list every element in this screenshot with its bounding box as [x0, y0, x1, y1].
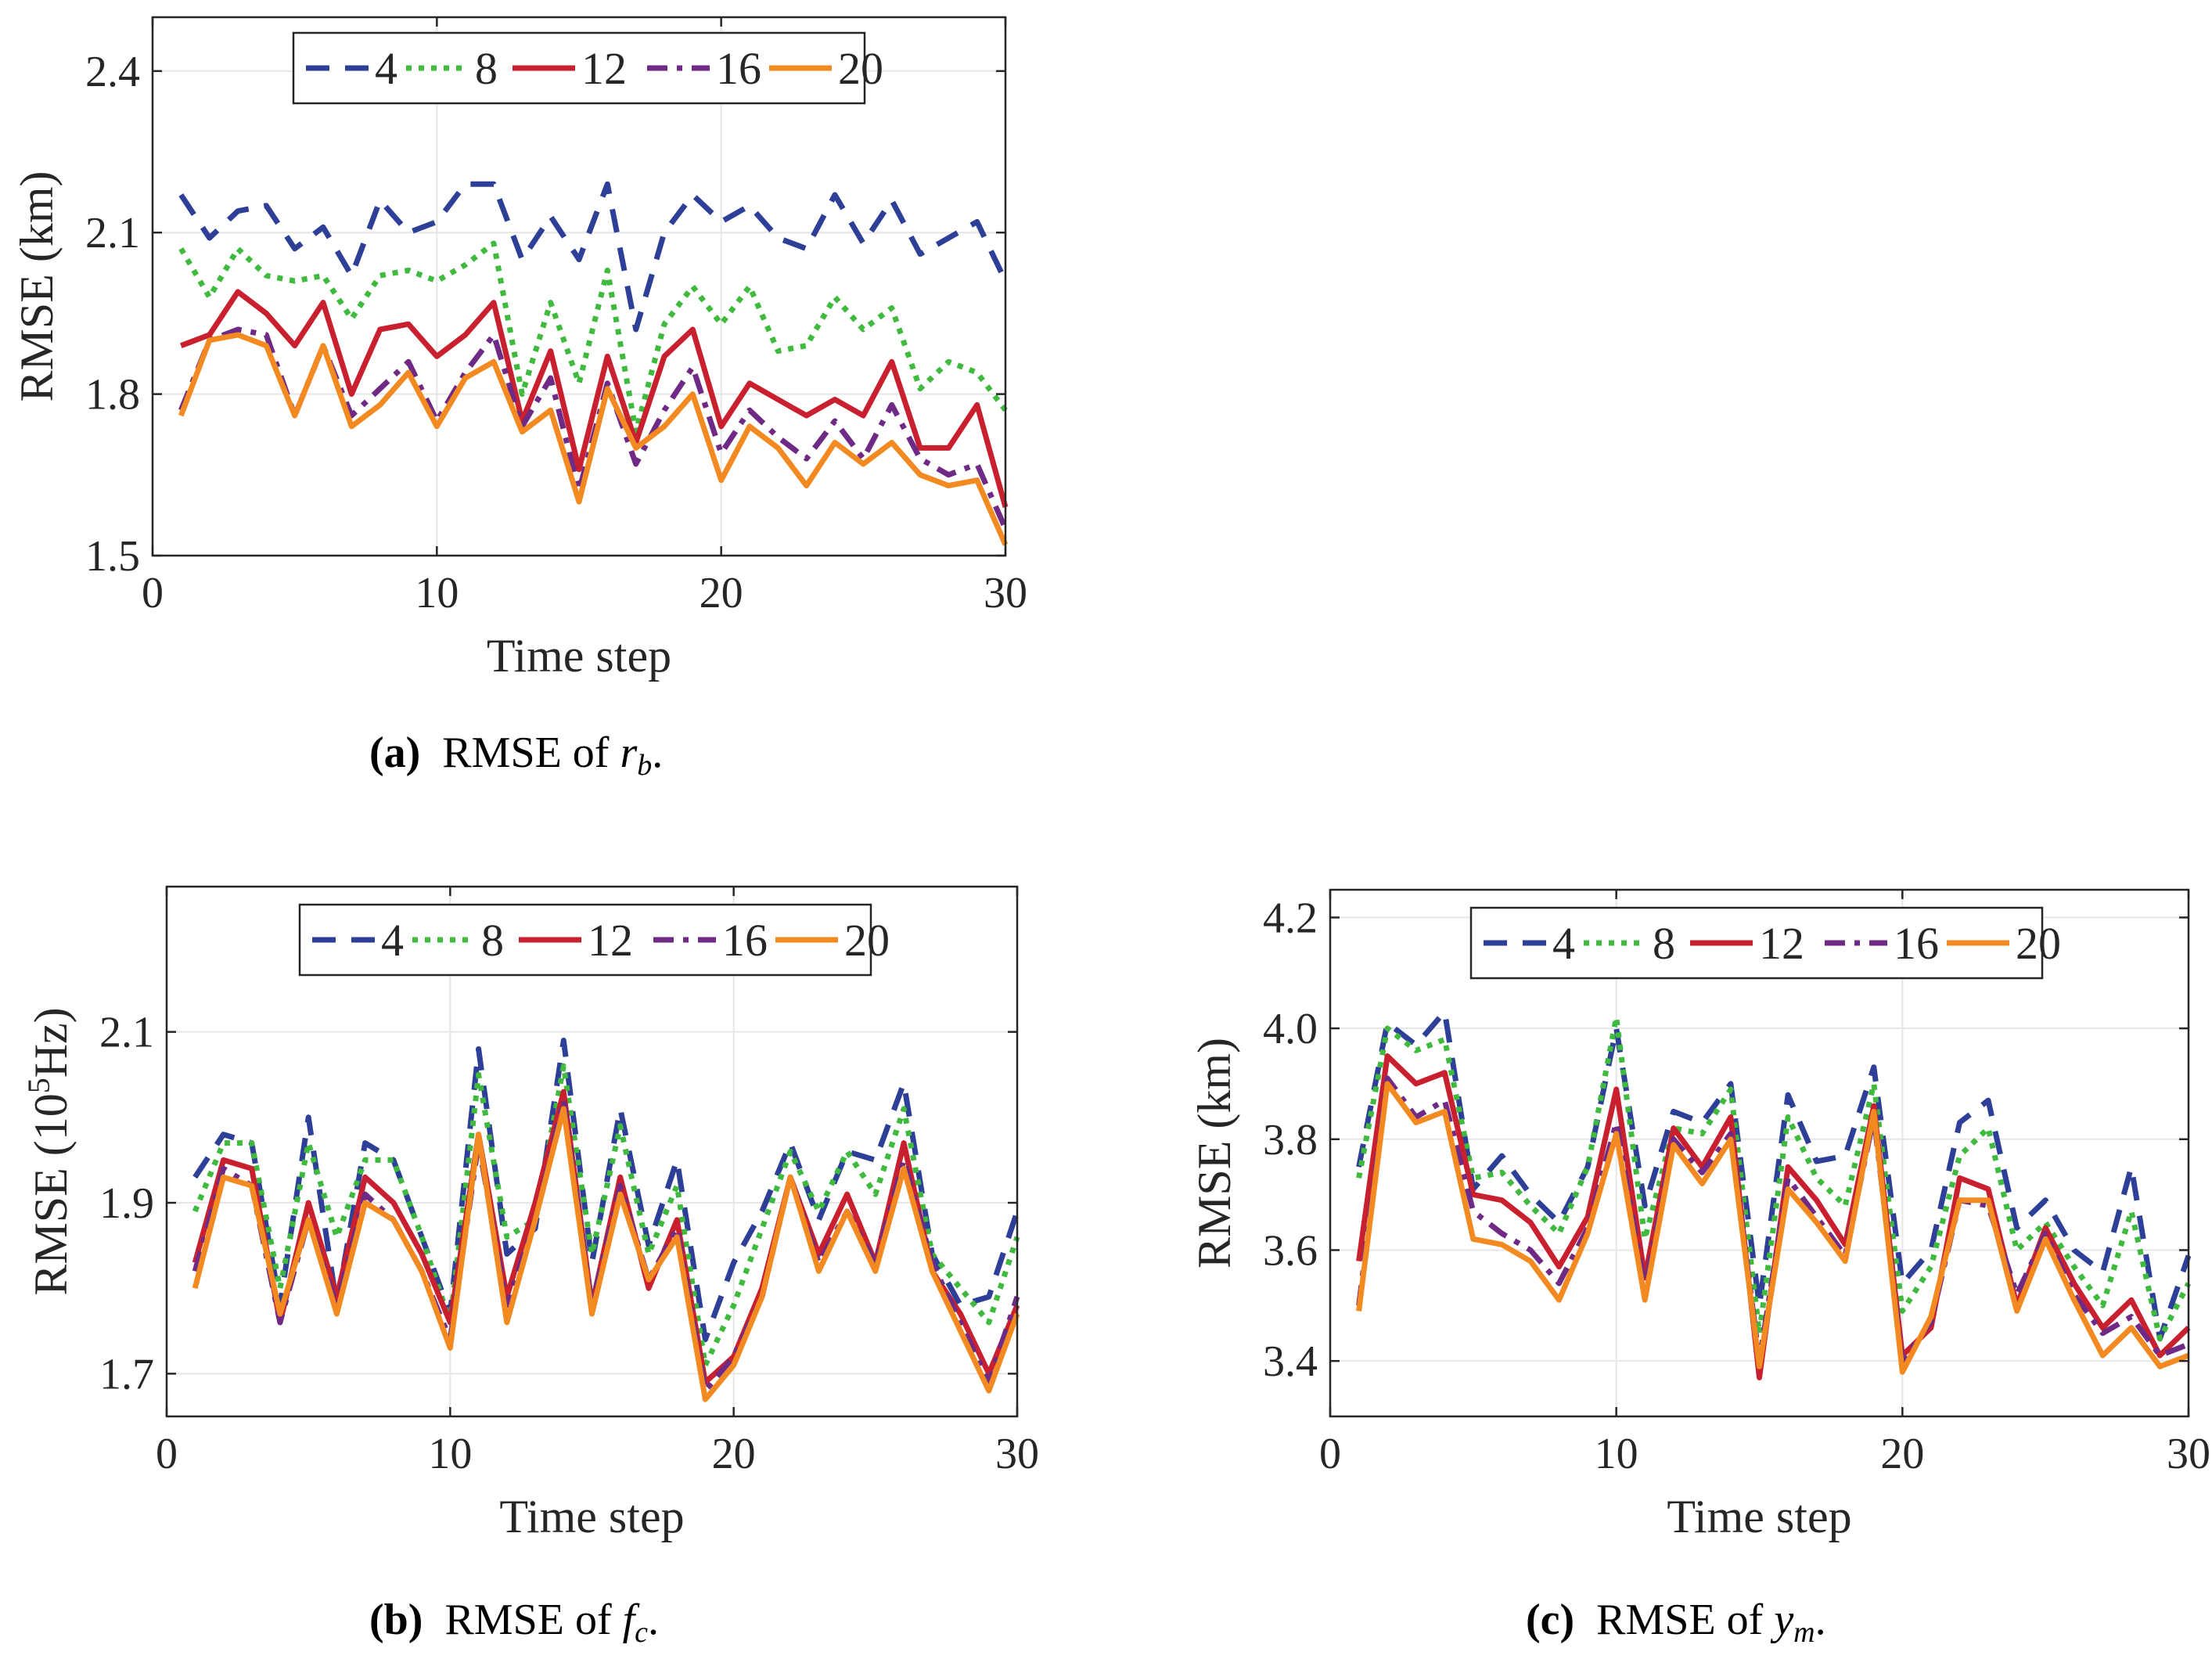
chart-c: 0 10 20 30 3.4 3.6 3.8 4.0 4.2 Time step RMSE (km)… — [1189, 888, 2210, 1542]
caption-b-sub: c — [635, 1616, 649, 1649]
caption-c-label: (c) — [1526, 1596, 1575, 1644]
y-axis-label: RMSE (105Hz) — [21, 1007, 77, 1295]
y-tick-label: 3.4 — [1263, 1337, 1318, 1386]
x-tick-label: 0 — [156, 1430, 178, 1478]
caption-c-var: y — [1774, 1596, 1794, 1644]
x-tick-label: 10 — [428, 1430, 472, 1478]
x-tick-label: 20 — [1880, 1430, 1924, 1478]
caption-b-text: RMSE of — [444, 1596, 623, 1644]
legend-label-20: 20 — [838, 43, 883, 94]
axes-frame — [165, 885, 1019, 1418]
y-tick-label: 4.2 — [1263, 894, 1318, 942]
series-line-12 — [180, 289, 1009, 509]
y-tick-label: 3.8 — [1263, 1116, 1318, 1164]
x-axis-label: Time step — [1667, 1491, 1851, 1542]
x-tick-label: 0 — [1319, 1430, 1341, 1478]
axes-frame — [151, 16, 1007, 557]
legend-label-4: 4 — [375, 43, 397, 94]
caption-c-end: . — [1815, 1596, 1826, 1644]
legend-label-4: 4 — [1552, 918, 1575, 969]
legend-label-8: 8 — [1653, 918, 1675, 969]
caption-b-end: . — [648, 1596, 660, 1644]
series-line-8 — [192, 1063, 1020, 1368]
series-line-4 — [178, 181, 1009, 333]
legend: 4 8 12 16 20 — [298, 903, 890, 977]
caption-a: (a) RMSE of rb. — [369, 728, 663, 783]
caption-a-text: RMSE of — [442, 729, 620, 777]
y-tick-label: 2.1 — [99, 1009, 154, 1057]
legend-label-12: 12 — [1759, 918, 1804, 969]
caption-a-sub: b — [637, 749, 653, 782]
legend: 4 8 12 16 20 — [1469, 906, 2061, 980]
caption-b-label: (b) — [369, 1596, 423, 1644]
y-tick-label: 4.0 — [1263, 1005, 1318, 1053]
x-tick-label: 10 — [1595, 1430, 1638, 1478]
legend-label-16: 16 — [722, 915, 768, 966]
axes-frame — [1329, 888, 2190, 1418]
x-tick-label: 30 — [984, 569, 1027, 617]
y-tick-label: 1.5 — [85, 532, 140, 581]
legend-label-12: 12 — [581, 43, 627, 94]
series-line-20 — [1356, 1081, 2190, 1375]
y-axis-label: RMSE (km) — [11, 171, 63, 401]
caption-c-sub: m — [1793, 1616, 1815, 1649]
x-tick-label: 20 — [700, 569, 743, 617]
x-tick-label: 0 — [142, 569, 164, 617]
legend-label-20: 20 — [844, 915, 890, 966]
x-tick-label: 30 — [2167, 1430, 2210, 1478]
legend-label-20: 20 — [2016, 918, 2061, 969]
legend-label-16: 16 — [1894, 918, 1939, 969]
series-line-4 — [1356, 1009, 2192, 1342]
caption-a-end: . — [652, 729, 664, 777]
legend: 4 8 12 16 20 — [292, 31, 883, 105]
y-tick-label: 2.4 — [85, 48, 140, 96]
y-tick-label: 1.7 — [99, 1350, 154, 1398]
x-tick-label: 10 — [415, 569, 459, 617]
x-axis-label: Time step — [487, 630, 671, 682]
legend-label-8: 8 — [481, 915, 504, 966]
y-axis-label: RMSE (km) — [1189, 1038, 1240, 1269]
y-tick-label: 1.9 — [99, 1179, 154, 1228]
caption-b-var: f — [622, 1596, 635, 1644]
legend-label-8: 8 — [475, 43, 498, 94]
y-tick-label: 1.8 — [85, 371, 140, 419]
legend-label-16: 16 — [716, 43, 761, 94]
caption-c-text: RMSE of — [1596, 1596, 1775, 1644]
x-tick-label: 30 — [995, 1430, 1039, 1478]
caption-b: (b) RMSE of fc. — [369, 1595, 659, 1650]
series-line-20 — [178, 332, 1009, 546]
chart-b: 0 10 20 30 1.7 1.9 2.1 Time step RMSE (105Hz) 4 8 1… — [21, 885, 1039, 1542]
y-tick-label: 3.6 — [1263, 1226, 1318, 1275]
series-line-8 — [178, 240, 1008, 435]
legend-label-12: 12 — [588, 915, 633, 966]
legend-label-4: 4 — [381, 915, 404, 966]
y-tick-label: 2.1 — [85, 209, 140, 257]
series-line-20 — [192, 1106, 1020, 1402]
x-tick-label: 20 — [712, 1430, 756, 1478]
caption-a-var: r — [620, 729, 638, 777]
x-axis-label: Time step — [499, 1491, 684, 1542]
chart-a: 0 10 20 30 1.5 1.8 2.1 2.4 Time step RMSE (km) 4 8 1… — [11, 16, 1027, 682]
caption-a-label: (a) — [369, 729, 421, 777]
caption-c: (c) RMSE of ym. — [1526, 1595, 1826, 1650]
